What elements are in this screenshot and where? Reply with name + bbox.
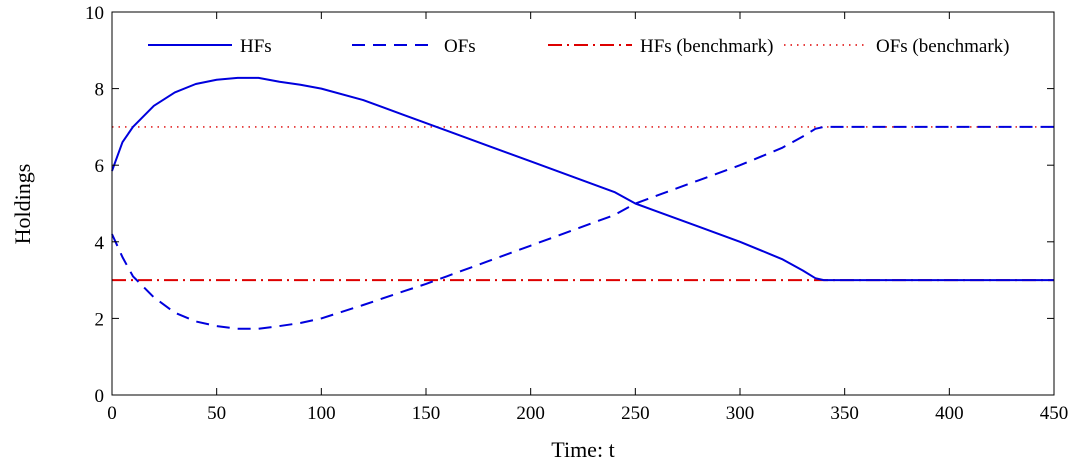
x-tick-label: 450 — [1040, 403, 1069, 424]
x-tick-label: 200 — [516, 403, 545, 424]
x-tick-label: 250 — [621, 403, 650, 424]
x-tick-label: 150 — [412, 403, 441, 424]
x-tick-label: 350 — [830, 403, 859, 424]
series-line-hfs — [111, 76, 1054, 282]
x-tick-label: 0 — [107, 403, 117, 424]
legend-label-hfs-benchmark: HFs (benchmark) — [640, 36, 774, 57]
y-tick-label: 8 — [95, 80, 105, 101]
y-axis-label: Holdings — [10, 164, 35, 245]
series-line-ofs — [111, 125, 1054, 330]
y-tick-label: 0 — [95, 386, 105, 407]
plot-frame — [111, 11, 1055, 396]
legend: HFs OFs HFs (benchmark) OFs (benchmark) — [148, 36, 1010, 57]
legend-label-hfs: HFs — [240, 36, 272, 57]
x-axis-label: Time: t — [551, 437, 614, 462]
y-tick-label: 2 — [95, 309, 105, 330]
x-tick-label: 50 — [207, 403, 226, 424]
x-tick-label: 400 — [935, 403, 964, 424]
x-tick-label: 300 — [726, 403, 755, 424]
x-tick-label: 100 — [307, 403, 336, 424]
legend-label-ofs-benchmark: OFs (benchmark) — [876, 36, 1010, 57]
y-tick-label: 6 — [95, 156, 105, 177]
legend-label-ofs: OFs — [444, 36, 476, 57]
series-layer — [111, 76, 1054, 330]
ticks-layer: 0 50 100 150 200 250 300 350 400 450 0 2 4 6 8 10 — [85, 3, 1068, 424]
y-tick-label: 4 — [95, 233, 105, 254]
y-tick-label: 10 — [85, 3, 104, 24]
